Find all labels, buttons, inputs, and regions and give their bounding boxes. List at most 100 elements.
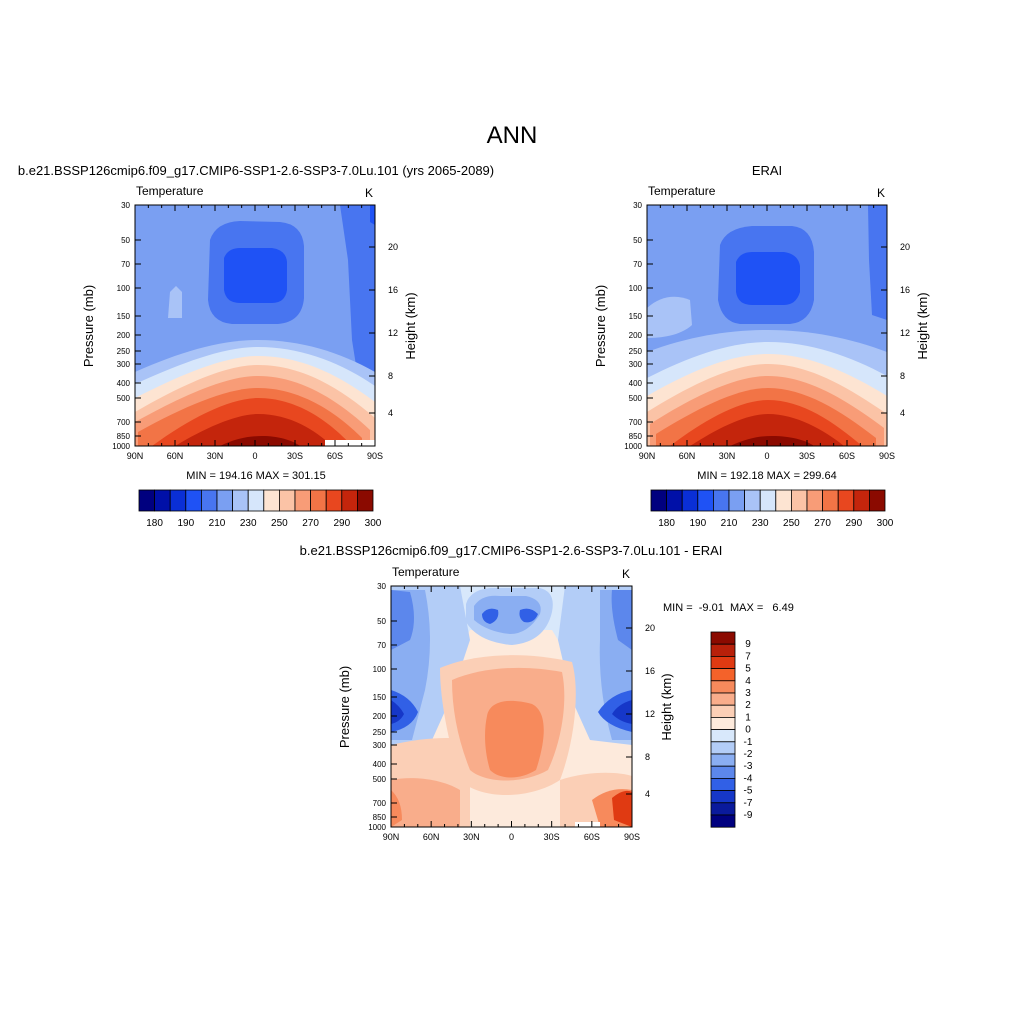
model-height-tick-label: 16 (388, 285, 398, 295)
model-height-tick-label: 20 (388, 242, 398, 252)
diff-height-tick-label: 16 (645, 666, 655, 676)
model-colorbar-swatch (232, 489, 249, 512)
diff-colorbar-swatch (710, 741, 736, 755)
diff-colorbar-label: -5 (744, 786, 753, 797)
diff-ylabel: Pressure (mb) (337, 666, 352, 748)
diff-y-tick-label: 850 (373, 813, 387, 822)
obs-y-tick-label: 70 (633, 260, 642, 269)
obs-y-tick-label: 200 (629, 331, 643, 340)
diff-y-tick-label: 200 (373, 712, 387, 721)
diff-x-tick-label: 60N (423, 832, 440, 842)
model-colorbar-label: 250 (271, 518, 288, 529)
model-colorbar-swatch (138, 489, 156, 512)
diff-contour-field (391, 586, 632, 827)
model-y-tick-label: 300 (117, 360, 131, 369)
diff-y-tick-label: 300 (373, 741, 387, 750)
model-colorbar-swatch (263, 489, 280, 512)
model-ylabel: Pressure (mb) (81, 285, 96, 367)
diff-colorbar-label: 5 (745, 664, 751, 675)
obs-colorbar-swatch (713, 489, 730, 512)
obs-ylabel: Pressure (mb) (593, 285, 608, 367)
model-colorbar-swatch (185, 489, 202, 512)
model-axes: 90N 60N 30N 0 30S 60S 90S 30 50 70 100 150 200 250 300… (112, 201, 398, 461)
obs-x-tick-label: 30N (719, 451, 736, 461)
diff-y-tick-label: 30 (377, 582, 386, 591)
obs-colorbar-label: 290 (845, 518, 862, 529)
model-panel: 90N 60N 30N 0 30S 60S 90S 30 50 70 100 150 200 250 300… (81, 184, 418, 529)
model-colorbar-swatch (200, 489, 218, 512)
obs-y-tick-label: 500 (629, 394, 643, 403)
diff-y-tick-label: 150 (373, 693, 387, 702)
model-colorbar-label: 180 (146, 518, 163, 529)
diff-colorbar-label: -2 (744, 749, 753, 760)
obs-y-tick-label: 400 (629, 379, 643, 388)
obs-colorbar-label: 190 (689, 518, 706, 529)
diff-colorbar-swatch (710, 668, 736, 682)
obs-height-tick-label: 16 (900, 285, 910, 295)
model-colorbar-label: 230 (240, 518, 257, 529)
obs-axes: 90N 60N 30N 0 30S 60S 90S 30 50 70 100 150 200 250 300… (624, 201, 910, 461)
obs-units-label: K (877, 186, 885, 200)
model-height-tick-label: 12 (388, 328, 398, 338)
diff-x-tick-label: 30S (544, 832, 560, 842)
model-y-tick-label: 700 (117, 418, 131, 427)
model-colorbar-swatch (356, 489, 374, 512)
model-x-tick-label: 60N (167, 451, 184, 461)
model-variable-label: Temperature (136, 184, 204, 198)
obs-plot-title: ERAI (752, 163, 782, 178)
model-y-tick-label: 100 (117, 284, 131, 293)
model-colorbar-swatch (325, 489, 343, 512)
obs-x-tick-label: 30S (799, 451, 815, 461)
diff-height-tick-label: 4 (645, 789, 650, 799)
obs-variable-label: Temperature (648, 184, 716, 198)
obs-colorbar-swatch (806, 489, 824, 512)
obs-height-tick-label: 12 (900, 328, 910, 338)
obs-colorbar-swatch (869, 489, 886, 512)
model-y-tick-label: 200 (117, 331, 131, 340)
obs-colorbar-label: 230 (752, 518, 769, 529)
diff-plot-title: b.e21.BSSP126cmip6.f09_g17.CMIP6-SSP1-2.… (300, 543, 723, 558)
diff-height-tick-label: 8 (645, 752, 650, 762)
diff-y-tick-label: 250 (373, 728, 387, 737)
obs-colorbar-swatch (728, 489, 746, 512)
obs-height-tick-label: 8 (900, 371, 905, 381)
diff-colorbar-swatch (710, 790, 736, 804)
obs-height-tick-label: 20 (900, 242, 910, 252)
obs-y-tick-label: 700 (629, 418, 643, 427)
diff-colorbar-label: -4 (744, 773, 753, 784)
diff-height-tick-label: 20 (645, 623, 655, 633)
obs-colorbar-swatch (744, 489, 761, 512)
diff-colorbar-label: 2 (745, 700, 751, 711)
model-y-tick-label: 30 (121, 201, 130, 210)
diff-x-tick-label: 30N (463, 832, 480, 842)
obs-minmax: MIN = 192.18 MAX = 299.64 (697, 470, 836, 482)
obs-colorbar-swatch (822, 489, 839, 512)
diff-colorbar-label: -3 (744, 761, 753, 772)
obs-colorbar-label: 180 (658, 518, 675, 529)
obs-y-tick-label: 1000 (624, 442, 642, 451)
model-y-tick-label: 50 (121, 236, 130, 245)
model-y-tick-label: 500 (117, 394, 131, 403)
model-colorbar-label: 190 (177, 518, 194, 529)
obs-colorbar-label: 210 (721, 518, 738, 529)
diff-height-tick-label: 12 (645, 709, 655, 719)
diff-y-tick-label: 70 (377, 641, 386, 650)
diff-ylabel-right: Height (km) (659, 673, 674, 740)
model-y-tick-label: 1000 (112, 442, 130, 451)
diff-panel: 90N 60N 30N 0 30S 60S 90S305070100150200250300… (337, 565, 794, 842)
diff-units-label: K (622, 567, 630, 581)
obs-colorbar-swatch (759, 489, 777, 512)
obs-x-tick-label: 90N (639, 451, 656, 461)
diff-colorbar-swatch (710, 656, 736, 670)
diff-colorbar-label: -1 (744, 737, 753, 748)
obs-colorbar-label: 300 (877, 518, 894, 529)
season-title: ANN (487, 122, 538, 149)
diff-colorbar-swatch (710, 753, 736, 767)
model-y-tick-label: 250 (117, 347, 131, 356)
model-colorbar-swatch (247, 489, 265, 512)
diff-colorbar-swatch (710, 765, 736, 779)
model-colorbar-swatch (341, 489, 358, 512)
obs-y-tick-label: 50 (633, 236, 642, 245)
diff-x-tick-label: 0 (509, 832, 514, 842)
